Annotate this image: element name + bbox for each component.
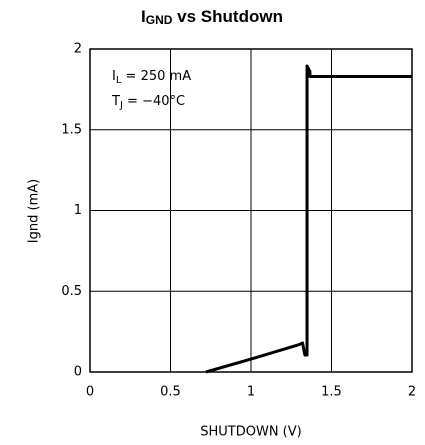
title-part: I [141, 7, 146, 26]
x-tick-label: 1.5 [321, 385, 342, 400]
annotation-part: = 250 mA [121, 69, 191, 84]
annotation-part: J [119, 100, 123, 111]
x-tick-label: 0 [86, 385, 94, 400]
annotation: IL = 250 mA [112, 69, 191, 87]
y-axis-label: Ignd (mA) [27, 179, 42, 243]
annotation: TJ = −40°C [111, 94, 185, 112]
y-tick-label: 1.5 [61, 122, 82, 137]
y-tick-label: 0 [74, 365, 82, 380]
annotation-part: L [116, 75, 122, 86]
x-axis-label: SHUTDOWN (V) [200, 425, 301, 440]
x-tick-label: 2 [408, 385, 416, 400]
title-part: GND [146, 13, 173, 27]
annotation-part: I [112, 69, 116, 84]
x-tick-label: 1 [247, 385, 255, 400]
y-tick-label: 0.5 [61, 284, 82, 299]
y-tick-label: 1 [74, 203, 82, 218]
x-tick-label: 0.5 [160, 385, 181, 400]
annotation-part: = −40°C [123, 94, 185, 109]
chart-title: IGND vs Shutdown [141, 7, 283, 27]
annotation-part: T [111, 94, 120, 109]
data-line [205, 64, 412, 374]
y-tick-label: 2 [74, 42, 82, 57]
title-part: vs Shutdown [172, 7, 283, 26]
